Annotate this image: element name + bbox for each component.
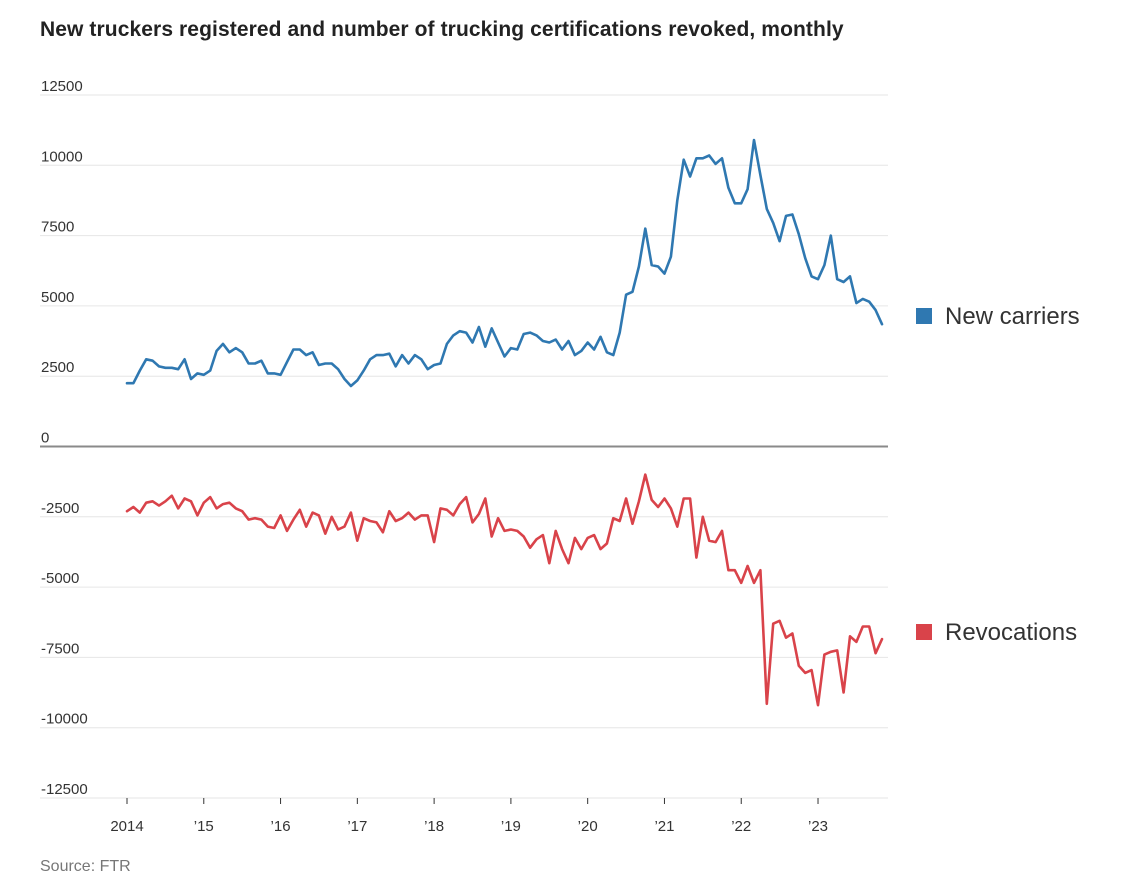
y-tick-label: 5000 <box>41 289 74 306</box>
y-tick-label: 12500 <box>41 78 83 95</box>
y-tick-label: -7500 <box>41 640 79 657</box>
series-line-new-carriers <box>125 138 884 388</box>
x-tick-label: ’23 <box>808 818 828 835</box>
x-tick-label: 2014 <box>110 818 143 835</box>
y-tick-label: 10000 <box>41 148 83 165</box>
x-tick-label: ’16 <box>271 818 291 835</box>
y-tick-label: -12500 <box>41 781 88 798</box>
y-tick-label: 7500 <box>41 219 74 236</box>
legend-label-revocations: Revocations <box>945 619 1077 646</box>
y-tick-label: -5000 <box>41 570 79 587</box>
x-tick-label: ’18 <box>424 818 444 835</box>
y-tick-label: 0 <box>41 430 49 447</box>
x-tick-label: ’17 <box>347 818 367 835</box>
legend-swatch-revocations <box>916 624 932 640</box>
x-tick-label: ’21 <box>654 818 674 835</box>
y-tick-label: -2500 <box>41 500 79 517</box>
x-tick-label: ’22 <box>731 818 751 835</box>
legend-label-new-carriers: New carriers <box>945 303 1080 330</box>
y-tick-label: 2500 <box>41 359 74 376</box>
y-tick-label: -10000 <box>41 711 88 728</box>
x-tick-label: ’15 <box>194 818 214 835</box>
x-tick-label: ’19 <box>501 818 521 835</box>
x-tick-label: ’20 <box>578 818 598 835</box>
legend-swatch-new-carriers <box>916 308 932 324</box>
chart-title: New truckers registered and number of tr… <box>40 18 844 41</box>
series-line-revocations <box>125 473 884 707</box>
source-note: Source: FTR <box>40 858 131 875</box>
